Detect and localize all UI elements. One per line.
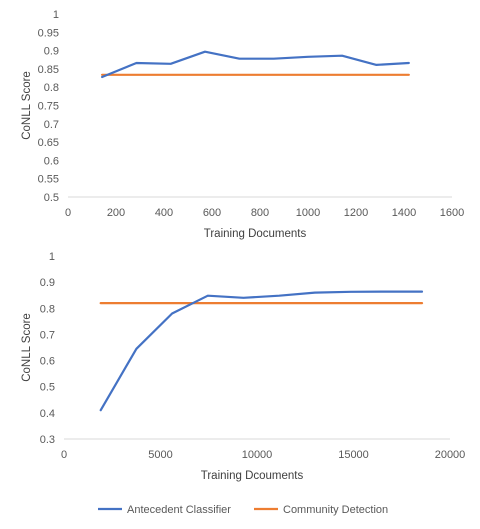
y-tick-label: 0.6 <box>40 356 55 368</box>
y-tick-label: 0.9 <box>40 277 55 289</box>
x-tick-label: 0 <box>65 207 71 219</box>
x-tick-label: 1400 <box>392 207 416 219</box>
y-tick-label: 0.7 <box>40 329 55 341</box>
x-tick-label: 0 <box>61 449 67 461</box>
y-axis-title: CoNLL Score <box>21 71 33 140</box>
x-tick-label: 200 <box>107 207 125 219</box>
legend-label: Antecedent Classifier <box>127 504 231 516</box>
chart-2: 0.3 0.4 0.5 0.6 0.7 0.8 0.9 1 0 5000 10000 15000 200… <box>21 251 465 482</box>
x-tick-label: 1200 <box>344 207 368 219</box>
y-tick-label: 0.5 <box>40 382 55 394</box>
y-tick-label: 0.4 <box>40 408 55 420</box>
x-tick-label: 400 <box>155 207 173 219</box>
y-tick-label: 0.3 <box>40 434 55 446</box>
legend: Antecedent Classifier Community Detection <box>98 504 388 516</box>
legend-label: Community Detection <box>283 504 388 516</box>
y-tick-label: 0.6 <box>44 155 59 167</box>
y-tick-label: 0.9 <box>44 46 59 58</box>
y-tick-label: 1 <box>49 251 55 263</box>
antecedent-classifier-series-line <box>100 50 410 79</box>
y-tick-label: 0.85 <box>38 64 59 76</box>
y-tick-label: 0.8 <box>40 303 55 315</box>
y-tick-label: 0.75 <box>38 101 59 113</box>
y-axis-title: CoNLL Score <box>21 313 33 382</box>
x-tick-label: 5000 <box>148 449 172 461</box>
antecedent-classifier-series-line <box>99 290 424 412</box>
y-tick-label: 0.55 <box>38 174 59 186</box>
y-tick-label: 0.5 <box>44 192 59 204</box>
y-tick-label: 1 <box>53 9 59 21</box>
x-axis-title: Training Documents <box>204 228 307 240</box>
x-tick-label: 1600 <box>440 207 464 219</box>
x-axis-title: Training Dcouments <box>201 470 304 482</box>
x-tick-label: 600 <box>203 207 221 219</box>
y-tick-label: 0.95 <box>38 27 59 39</box>
y-tick-label: 0.65 <box>38 137 59 149</box>
x-tick-label: 10000 <box>242 449 273 461</box>
y-tick-label: 0.8 <box>44 82 59 94</box>
chart-1: 0.5 0.55 0.6 0.65 0.7 0.75 0.8 0.85 0.9 0.95 1 0 200… <box>21 9 464 240</box>
y-tick-label: 0.7 <box>44 119 59 131</box>
x-tick-label: 1000 <box>296 207 320 219</box>
x-tick-label: 15000 <box>338 449 369 461</box>
x-tick-label: 800 <box>251 207 269 219</box>
x-tick-label: 20000 <box>435 449 466 461</box>
